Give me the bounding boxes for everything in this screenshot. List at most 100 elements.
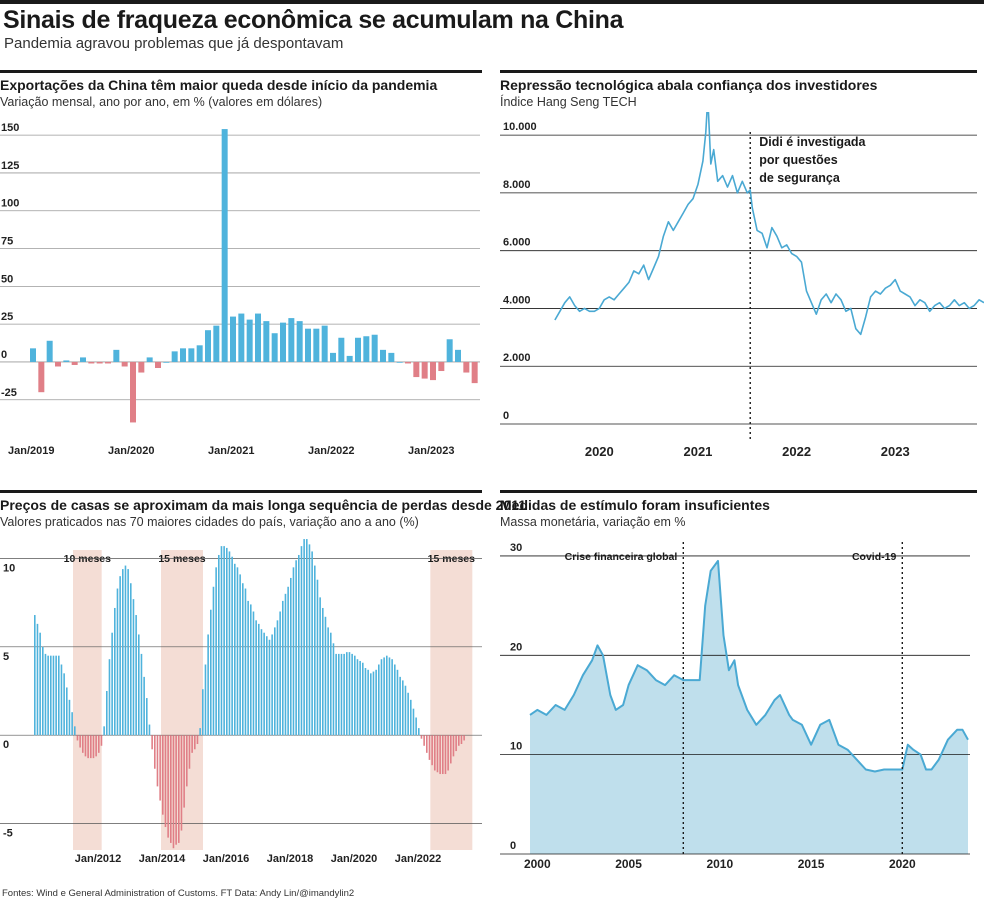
bar xyxy=(96,361,103,364)
bar xyxy=(338,337,345,362)
bar xyxy=(471,361,478,384)
bar xyxy=(215,567,217,736)
bar xyxy=(260,629,263,736)
y-tick-label: -5 xyxy=(3,828,13,840)
bar xyxy=(446,339,453,362)
bar xyxy=(415,717,417,736)
bar xyxy=(455,735,457,752)
bar xyxy=(103,726,105,736)
bar xyxy=(396,669,399,736)
bar xyxy=(263,321,270,362)
bar xyxy=(370,673,372,736)
x-tick-label: 2020 xyxy=(889,857,916,871)
bar xyxy=(100,735,103,746)
y-tick-label: 10.000 xyxy=(503,121,537,133)
panel-title: Medidas de estímulo foram insuficientes xyxy=(500,497,770,513)
bar xyxy=(247,600,249,736)
bar xyxy=(106,691,108,736)
page-subtitle: Pandemia agravou problemas que já despon… xyxy=(4,35,344,52)
bar xyxy=(311,551,313,736)
bar xyxy=(231,556,233,736)
y-tick-label: 150 xyxy=(1,122,19,134)
y-tick-label: 0 xyxy=(510,840,516,852)
bar xyxy=(155,361,161,368)
area-fill xyxy=(530,560,968,854)
y-tick-label: 20 xyxy=(510,641,522,653)
bar xyxy=(340,653,343,736)
bar xyxy=(303,539,305,736)
bar xyxy=(394,664,396,736)
index-line xyxy=(554,112,984,336)
bar xyxy=(230,316,236,362)
bar xyxy=(292,567,295,736)
y-tick-label: 50 xyxy=(1,273,13,285)
bar xyxy=(434,735,436,771)
bar xyxy=(172,735,175,849)
bar xyxy=(399,676,401,736)
bar xyxy=(146,698,148,736)
x-tick-label: 2021 xyxy=(683,444,712,459)
bar xyxy=(111,632,113,736)
event-label: Crise financeira global xyxy=(565,551,678,563)
bar xyxy=(63,673,65,736)
page-title: Sinais de fraqueza econômica se acumulam… xyxy=(3,6,624,34)
bar xyxy=(167,735,169,838)
y-tick-label: 30 xyxy=(510,542,522,554)
bar xyxy=(346,355,353,362)
bar xyxy=(130,361,136,423)
bar xyxy=(407,692,409,736)
bar xyxy=(300,546,303,736)
x-tick-label: Jan/2012 xyxy=(75,853,121,865)
y-tick-label: -25 xyxy=(1,387,17,399)
bar xyxy=(140,653,143,736)
bar xyxy=(151,735,153,750)
bar xyxy=(114,607,116,736)
bar xyxy=(71,712,73,736)
bar xyxy=(188,348,195,362)
x-tick-label: Jan/2020 xyxy=(331,853,377,865)
x-tick-label: 2023 xyxy=(881,444,910,459)
bar xyxy=(290,577,292,736)
y-tick-label: 75 xyxy=(1,236,13,248)
y-tick-label: 25 xyxy=(1,311,13,323)
bar xyxy=(332,643,335,736)
bar xyxy=(396,361,403,363)
bar xyxy=(210,609,212,736)
bar xyxy=(36,623,39,736)
bar xyxy=(327,627,329,736)
annotation-text: de segurança xyxy=(759,171,841,185)
bar xyxy=(298,554,300,736)
bar xyxy=(186,735,188,787)
bar xyxy=(330,352,336,362)
bar xyxy=(105,361,111,364)
bar xyxy=(188,735,191,769)
bar xyxy=(71,361,78,365)
panel-subtitle: Valores praticados nas 70 maiores cidade… xyxy=(0,515,419,529)
bar xyxy=(98,735,100,753)
bar xyxy=(116,588,119,736)
bar xyxy=(82,735,84,753)
bar xyxy=(42,646,44,736)
bar xyxy=(276,620,279,736)
bar xyxy=(423,735,425,746)
bar xyxy=(178,735,180,843)
bar xyxy=(76,735,79,741)
x-tick-label: 2020 xyxy=(585,444,614,459)
bar xyxy=(258,623,260,736)
bar xyxy=(255,313,261,362)
bar xyxy=(143,676,145,736)
panel-money: Medidas de estímulo foram insuficientes … xyxy=(500,490,984,880)
bar xyxy=(404,685,407,736)
bar xyxy=(156,735,159,787)
bar xyxy=(306,539,308,736)
bar xyxy=(380,659,383,736)
x-tick-label: Jan/2022 xyxy=(395,853,441,865)
panel-title: Preços de casas se aproximam da mais lon… xyxy=(0,497,527,513)
bar xyxy=(364,668,367,736)
bar xyxy=(288,318,295,362)
bar xyxy=(246,319,253,362)
bar xyxy=(63,360,70,362)
bar xyxy=(55,655,57,736)
bar xyxy=(287,586,289,736)
x-tick-label: Jan/2020 xyxy=(108,445,154,457)
